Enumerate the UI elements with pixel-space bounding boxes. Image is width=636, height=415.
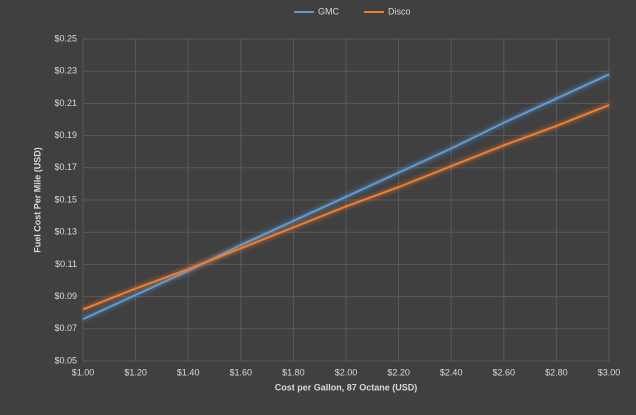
x-tick-label: $2.60 bbox=[493, 367, 516, 377]
line bbox=[82, 73, 610, 321]
x-tick-label: $1.80 bbox=[282, 367, 305, 377]
legend-label: Disco bbox=[388, 6, 411, 16]
x-tick-label: $1.00 bbox=[72, 367, 95, 377]
y-tick-label: $0.21 bbox=[54, 98, 77, 108]
y-tick-label: $0.05 bbox=[54, 355, 77, 365]
y-tick-label: $0.25 bbox=[54, 33, 77, 43]
x-tick-label: $1.40 bbox=[177, 367, 200, 377]
x-tick-label: $2.80 bbox=[545, 367, 568, 377]
y-tick-label: $0.23 bbox=[54, 66, 77, 76]
y-tick-label: $0.19 bbox=[54, 130, 77, 140]
y-tick-label: $0.09 bbox=[54, 291, 77, 301]
x-tick-label: $2.00 bbox=[335, 367, 358, 377]
y-tick-label: $0.11 bbox=[55, 259, 77, 269]
y-tick-label: $0.07 bbox=[54, 323, 77, 333]
x-tick-label: $1.60 bbox=[230, 367, 253, 377]
y-axis-title: Fuel Cost Per Mile (USD) bbox=[32, 147, 42, 253]
x-tick-label: $2.20 bbox=[387, 367, 410, 377]
x-tick-label: $3.00 bbox=[598, 367, 621, 377]
x-tick-label: $1.20 bbox=[124, 367, 147, 377]
x-tick-label: $2.40 bbox=[440, 367, 463, 377]
x-axis-title: Cost per Gallon, 87 Octane (USD) bbox=[275, 382, 418, 392]
y-tick-label: $0.13 bbox=[54, 227, 77, 237]
y-tick-label: $0.17 bbox=[54, 162, 77, 172]
line bbox=[82, 104, 610, 311]
y-tick-label: $0.15 bbox=[54, 194, 77, 204]
legend-label: GMC bbox=[318, 6, 339, 16]
